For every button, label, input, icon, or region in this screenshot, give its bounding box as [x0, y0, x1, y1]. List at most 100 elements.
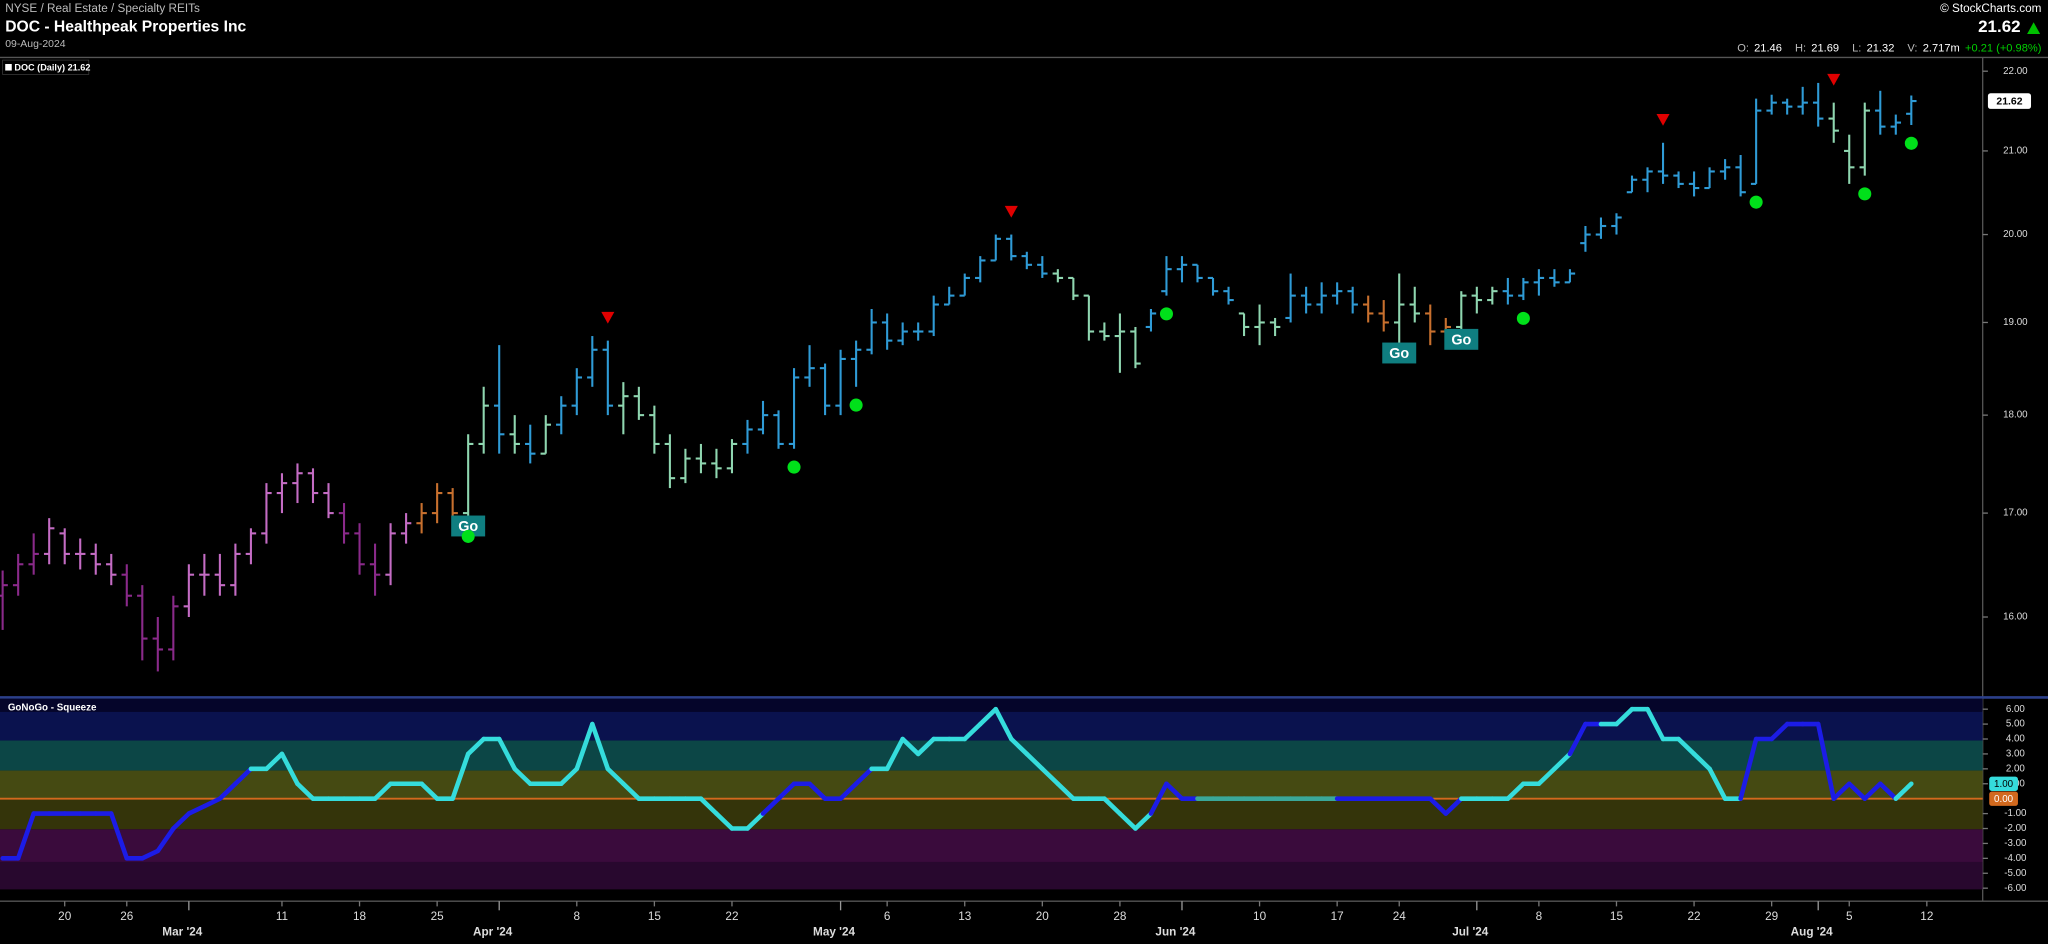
osc-segment: [1148, 781, 1169, 816]
ohlc-bar: [1487, 286, 1498, 305]
ohlc-bar: [59, 528, 70, 565]
y-tick-label: 17.00: [2003, 508, 2028, 519]
ohlc-bar: [571, 368, 583, 416]
osc-segment: [915, 736, 936, 757]
ohlc-bar: [1471, 286, 1483, 314]
ohlc-bar: [1347, 286, 1358, 314]
ohlc-bar: [975, 256, 986, 283]
osc-segment: [1133, 811, 1154, 831]
osc-segment: [450, 751, 471, 801]
ohlc-bar: [385, 523, 396, 586]
nogo-triangle: [601, 311, 615, 324]
ohlc-bar: [804, 345, 815, 387]
osc-segment: [1055, 781, 1076, 801]
ohlc-bar: [1130, 326, 1141, 369]
ohlc-bar: [1781, 98, 1793, 115]
date: 09-Aug-2024: [5, 39, 66, 50]
osc-segment: [108, 811, 130, 861]
ohlc-bar: [1719, 159, 1731, 180]
ohlc-bar: [1192, 263, 1203, 283]
osc-segment: [1831, 781, 1852, 801]
ohlc-bar: [1425, 304, 1436, 346]
ohlc-bar: [788, 368, 800, 449]
x-tick-label: 11: [276, 910, 288, 923]
nogo-triangle: [1656, 114, 1670, 126]
osc-segment: [496, 736, 518, 772]
ohlc-bar: [261, 483, 272, 544]
x-tick-label: 20: [58, 910, 72, 923]
ohlc-bar: [1021, 251, 1033, 270]
ohlc-bar: [680, 448, 691, 484]
go-dot: [1159, 307, 1173, 321]
y-tick-label: 2.00: [2006, 763, 2026, 774]
x-tick-label: 15: [648, 910, 662, 923]
ohlc-bar: [478, 386, 489, 454]
ohlc-bar: [509, 415, 520, 454]
ohlc-bar: [1316, 282, 1327, 314]
last-tag: [1989, 776, 2018, 791]
ohlc-bar: [276, 473, 288, 514]
ohlc-bar: [1207, 276, 1219, 296]
osc-segment: [202, 796, 223, 809]
y-tick-label: 4.00: [2006, 734, 2026, 745]
osc-segment: [295, 781, 316, 801]
x-tick-label: 8: [574, 910, 581, 923]
osc-segment: [279, 751, 300, 787]
go-label: Go: [1389, 346, 1409, 362]
ohlc-bar: [462, 434, 474, 519]
quote-value: 21.46: [1754, 42, 1782, 54]
ohlc-bar: [199, 553, 210, 596]
ohlc-bar: [338, 503, 350, 544]
legend-text: DOC (Daily) 21.62: [14, 62, 90, 72]
y-tick-label: 20.00: [2003, 229, 2028, 240]
ohlc-bar: [664, 434, 676, 489]
ohlc-bar: [28, 533, 39, 575]
ohlc-bar: [1161, 256, 1172, 296]
osc-segment: [155, 826, 176, 854]
quote-label: V:: [1907, 42, 1917, 54]
go-dot: [787, 460, 801, 474]
osc-segment: [1738, 736, 1759, 801]
ohlc-bar: [416, 503, 427, 534]
osc-segment: [605, 766, 626, 787]
ohlc-bar: [1176, 256, 1188, 283]
osc-segment: [1877, 781, 1899, 801]
osc-segment: [698, 796, 719, 816]
y-tick-label: -4.00: [2004, 853, 2027, 864]
ohlc-bar: [1611, 213, 1622, 235]
ohlc-bar: [835, 349, 846, 416]
osc-segment: [574, 721, 595, 772]
ohlc-bar: [1099, 322, 1110, 341]
ohlc-bar: [1580, 226, 1591, 252]
ohlc-bar: [493, 345, 505, 454]
ohlc-bar: [1037, 256, 1048, 278]
y-tick-label: 19.00: [2003, 317, 2028, 328]
ohlc-bar: [1362, 295, 1374, 323]
ohlc-bar: [1828, 102, 1839, 143]
ohlc-bar: [1735, 155, 1746, 197]
last-price-tag: [1987, 93, 2032, 109]
ohlc-bar: [106, 553, 117, 586]
ohlc-bar: [649, 405, 660, 454]
ohlc-bar: [1844, 134, 1855, 184]
ohlc-bar: [137, 585, 148, 661]
ohlc-bar: [819, 363, 831, 416]
ohlc-bar: [431, 483, 443, 524]
ohlc-bar: [90, 543, 101, 575]
ohlc-bar: [369, 543, 381, 596]
osc-segment: [1676, 736, 1697, 757]
osc-segment: [1893, 781, 1914, 801]
osc-segment: [590, 721, 611, 772]
y-tick-label: 5.00: [2006, 719, 2026, 730]
ohlc-bar: [43, 518, 55, 565]
y-tick-label: -5.00: [2004, 868, 2027, 879]
ohlc-bar: [928, 295, 939, 337]
x-tick-label: 13: [958, 910, 972, 923]
legend-swatch: [5, 63, 12, 71]
go-label-box: [1444, 328, 1479, 350]
quote-line: O: 21.46 H: 21.69 L: 21.32 V: 2.717m +0.21 (+0.9…: [1737, 42, 2041, 54]
ohlc-bar: [12, 553, 24, 596]
quote-label: H:: [1795, 42, 1806, 54]
osc-segment: [745, 811, 766, 831]
ohlc-bar: [152, 617, 164, 672]
